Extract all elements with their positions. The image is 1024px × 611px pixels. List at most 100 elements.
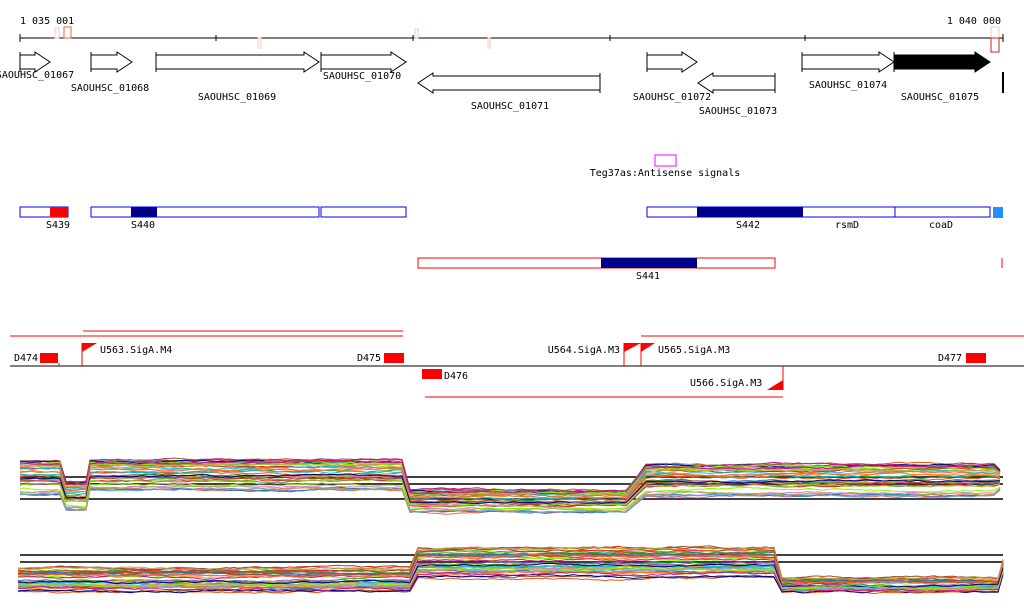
expression-line [17, 553, 1004, 584]
antisense-box[interactable] [654, 154, 677, 167]
gene-label: SAOUHSC_01068 [71, 83, 149, 94]
gene-label: SAOUHSC_01070 [323, 71, 401, 82]
expression-line [19, 469, 1001, 500]
promoter-flag-u566[interactable] [767, 380, 783, 390]
promoter-track: D474 U563.SigA.M4 D475 D476 U564.SigA.M3… [10, 330, 1024, 398]
promoter-flag-u563[interactable] [82, 343, 97, 352]
gene-SAOUHSC_01069[interactable]: SAOUHSC_01069 [155, 51, 320, 103]
gene-SAOUHSC_01068[interactable]: SAOUHSC_01068 [71, 51, 149, 94]
marker [990, 26, 1000, 39]
gene-SAOUHSC_01070[interactable]: SAOUHSC_01070 [320, 51, 407, 82]
segment-box[interactable] [320, 206, 407, 218]
gene-label: SAOUHSC_01071 [471, 101, 549, 112]
segment-track-forward: S439 S440 S442 rsmD coaD [19, 206, 1003, 231]
expression-line [19, 463, 1001, 497]
gene-SAOUHSC_01067[interactable]: SAOUHSC_01067 [0, 51, 74, 81]
terminator-d476[interactable] [422, 369, 442, 379]
terminator-d475[interactable] [384, 353, 404, 363]
ruler-start-label: 1 035 001 [20, 16, 74, 27]
segment-s441[interactable] [601, 258, 697, 268]
expression-line [19, 486, 1001, 514]
promoter-label: D476 [444, 371, 468, 382]
gene-label: SAOUHSC_01069 [198, 92, 276, 103]
terminator-d474[interactable] [40, 353, 58, 363]
segment-s442[interactable] [697, 207, 803, 217]
expression-line [17, 565, 1004, 591]
promoter-flag-u565[interactable] [641, 343, 655, 352]
expression-line [19, 473, 1001, 504]
expression-line [19, 474, 1001, 505]
expression-line [17, 558, 1004, 586]
segment-label: coaD [929, 220, 953, 231]
coordinate-ruler: 1 035 001 1 040 000 [19, 16, 1004, 53]
segment-edge[interactable] [993, 207, 1003, 218]
promoter-label: U566.SigA.M3 [690, 378, 762, 389]
gene-arrow[interactable] [155, 51, 320, 73]
promoter-label: U565.SigA.M3 [658, 345, 730, 356]
marker [990, 37, 1000, 53]
terminator-d477[interactable] [966, 353, 986, 363]
segment-label: S441 [636, 271, 660, 282]
gene-arrow[interactable] [893, 51, 991, 73]
marker [414, 28, 419, 39]
expression-line [17, 552, 1004, 583]
gene-label: SAOUHSC_01072 [633, 92, 711, 103]
segment-label: S439 [46, 220, 70, 231]
marker [487, 37, 491, 49]
expression-line [17, 571, 1004, 592]
gene-track: SAOUHSC_01067 SAOUHSC_01068 SAOUHSC_01069 S… [0, 51, 991, 117]
ruler-end-label: 1 040 000 [947, 16, 1001, 27]
antisense-label: Teg37as:Antisense signals [590, 168, 741, 179]
gene-arrow[interactable] [90, 51, 133, 73]
gene-SAOUHSC_01074[interactable]: SAOUHSC_01074 [801, 51, 895, 91]
gene-label: SAOUHSC_01074 [809, 80, 887, 91]
promoter-flag-u564[interactable] [624, 343, 641, 352]
expression-line [17, 561, 1004, 588]
expression-line [19, 485, 1001, 512]
marker [257, 37, 262, 49]
gene-arrow[interactable] [417, 72, 601, 94]
gene-edge-fragment [1002, 72, 1004, 93]
expression-track-reverse [17, 545, 1004, 595]
gene-SAOUHSC_01072[interactable]: SAOUHSC_01072 [633, 51, 711, 103]
expression-line [19, 478, 1001, 508]
expression-line [17, 567, 1004, 591]
expression-line [19, 459, 1001, 495]
antisense-feature[interactable]: Teg37as:Antisense signals [590, 154, 741, 179]
segment-s439[interactable] [50, 207, 68, 217]
promoter-label: D474 [14, 353, 38, 364]
gene-label: SAOUHSC_01073 [699, 106, 777, 117]
gene-label: SAOUHSC_01067 [0, 70, 74, 81]
gene-SAOUHSC_01075[interactable]: SAOUHSC_01075 [893, 51, 991, 103]
segment-box[interactable] [90, 206, 320, 218]
gene-arrow[interactable] [697, 72, 776, 94]
gene-arrow[interactable] [646, 51, 698, 73]
gene-arrow[interactable] [320, 51, 407, 73]
segment-label: S440 [131, 220, 155, 231]
expression-track-forward [19, 457, 1003, 515]
segment-box[interactable] [646, 206, 991, 218]
promoter-label: U563.SigA.M4 [100, 345, 172, 356]
marker [63, 26, 72, 39]
promoter-label: U564.SigA.M3 [548, 345, 620, 356]
segment-track-reverse: S441 [417, 257, 1003, 282]
segment-s440[interactable] [131, 207, 157, 217]
gene-SAOUHSC_01073[interactable]: SAOUHSC_01073 [697, 72, 777, 117]
marker [54, 27, 60, 39]
expression-line [17, 546, 1004, 581]
expression-line [19, 466, 1001, 499]
promoter-label: D477 [938, 353, 962, 364]
gene-arrow[interactable] [801, 51, 895, 73]
segment-label: rsmD [835, 220, 859, 231]
expression-line [19, 473, 1001, 505]
gene-SAOUHSC_01071[interactable]: SAOUHSC_01071 [417, 72, 601, 112]
expression-line [19, 467, 1001, 499]
promoter-label: D475 [357, 353, 381, 364]
segment-label: S442 [736, 220, 760, 231]
expression-line [17, 554, 1004, 585]
segment-box[interactable] [417, 257, 776, 269]
expression-line [19, 482, 1001, 510]
gene-label: SAOUHSC_01075 [901, 92, 979, 103]
gene-arrow[interactable] [19, 51, 51, 73]
